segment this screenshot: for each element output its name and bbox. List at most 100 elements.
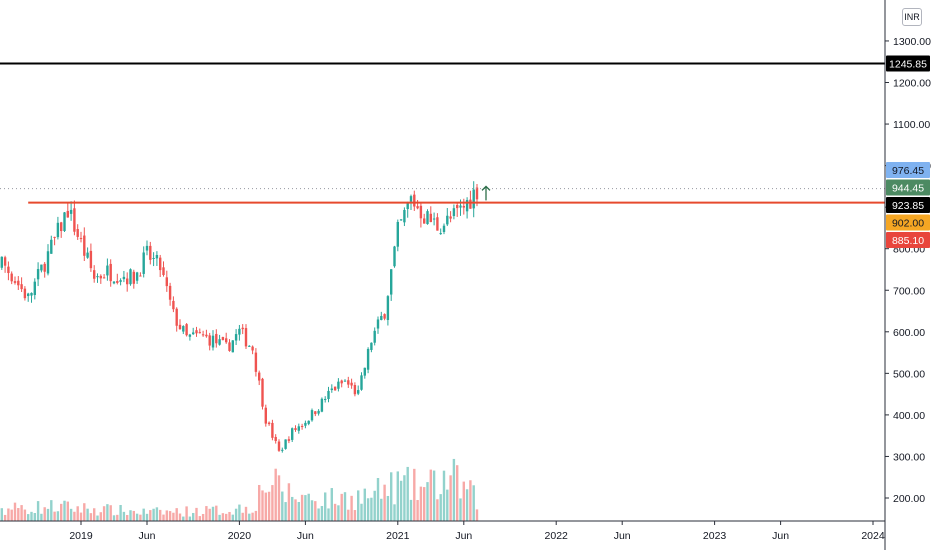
volume-bar bbox=[142, 508, 145, 521]
volume-bars bbox=[0, 458, 479, 521]
price-label-text: 944.45 bbox=[892, 183, 924, 195]
volume-bar bbox=[261, 490, 264, 521]
candle-body bbox=[211, 335, 215, 348]
time-tick-label: Jun bbox=[614, 530, 631, 542]
currency-badge[interactable]: INR bbox=[902, 8, 922, 26]
candle-body bbox=[281, 449, 284, 451]
volume-bar bbox=[234, 508, 238, 521]
time-tick-label: Jun bbox=[772, 530, 789, 542]
time-axis[interactable]: 2019 Jun 2020 Jun 2021 Jun 2022 Jun 2023 Jun 2024 bbox=[69, 521, 885, 542]
volume-bar bbox=[409, 499, 413, 521]
volume-bar bbox=[172, 512, 175, 521]
candle-body bbox=[116, 281, 119, 283]
candle-body bbox=[69, 209, 73, 214]
volume-bar bbox=[66, 501, 69, 521]
candle-body bbox=[340, 380, 343, 384]
candle-body bbox=[139, 275, 142, 277]
volume-bar bbox=[221, 513, 225, 521]
candle-body bbox=[363, 367, 366, 376]
candle-body bbox=[390, 269, 393, 295]
candle-body bbox=[475, 187, 479, 200]
volume-bar bbox=[307, 493, 310, 521]
time-tick-label: 2023 bbox=[703, 530, 727, 542]
candle-body bbox=[261, 378, 264, 407]
volume-bar bbox=[350, 495, 353, 521]
volume-bar bbox=[264, 492, 267, 521]
candle-body bbox=[46, 251, 50, 274]
volume-bar bbox=[93, 508, 96, 521]
candle-body bbox=[413, 194, 416, 207]
candle-body bbox=[10, 273, 13, 282]
volume-bar bbox=[3, 514, 7, 521]
candle-body bbox=[126, 278, 129, 285]
volume-bar bbox=[225, 513, 228, 521]
volume-bar bbox=[106, 504, 109, 521]
volume-bar bbox=[116, 514, 119, 521]
candle-body bbox=[409, 196, 413, 202]
price-label-text: 902.00 bbox=[892, 218, 924, 230]
candle-body bbox=[284, 439, 287, 449]
candle-body bbox=[370, 342, 373, 350]
candle-body bbox=[423, 218, 426, 224]
candle-body bbox=[218, 339, 221, 345]
volume-bar bbox=[320, 506, 324, 521]
candle-body bbox=[201, 334, 205, 336]
candle-body bbox=[277, 441, 281, 451]
candle-body bbox=[60, 222, 63, 232]
candle-body bbox=[162, 267, 165, 276]
candle-body bbox=[225, 338, 228, 343]
volume-bar bbox=[403, 475, 406, 521]
candle-body bbox=[152, 257, 155, 260]
candle-body bbox=[271, 422, 274, 438]
volume-bar bbox=[228, 511, 231, 521]
candle-body bbox=[93, 270, 96, 279]
volume-bar bbox=[327, 508, 330, 521]
volume-bar bbox=[396, 471, 399, 521]
volume-bar bbox=[119, 504, 122, 521]
volume-bar bbox=[60, 503, 63, 521]
volume-bar bbox=[83, 503, 86, 521]
volume-bar bbox=[294, 499, 297, 521]
candle-body bbox=[188, 334, 192, 337]
volume-bar bbox=[162, 514, 165, 521]
volume-bar bbox=[99, 512, 102, 521]
volume-bar bbox=[145, 513, 149, 521]
volume-bar bbox=[446, 489, 449, 521]
volume-bar bbox=[17, 508, 20, 521]
volume-bar bbox=[205, 506, 208, 521]
volume-bar bbox=[241, 512, 244, 521]
volume-bar bbox=[429, 469, 432, 521]
volume-bar bbox=[36, 501, 40, 521]
volume-bar bbox=[439, 494, 442, 521]
candle-body bbox=[452, 208, 456, 217]
volume-bar bbox=[343, 492, 347, 521]
candle-body bbox=[33, 281, 36, 296]
price-tick-label: 1300.00 bbox=[893, 36, 931, 48]
candle-body bbox=[465, 200, 469, 212]
candle-body bbox=[30, 292, 33, 296]
volume-bar bbox=[426, 482, 429, 521]
price-tick-label: 200.00 bbox=[893, 493, 925, 505]
candle-body bbox=[215, 333, 218, 344]
candle-body bbox=[76, 229, 79, 237]
volume-bar bbox=[129, 510, 132, 521]
volume-bar bbox=[363, 488, 366, 521]
candle-body bbox=[56, 222, 60, 238]
candle-body bbox=[366, 348, 370, 370]
volume-bar bbox=[390, 472, 393, 521]
candle-body bbox=[102, 277, 106, 279]
volume-bar bbox=[185, 506, 188, 521]
candle-body bbox=[221, 337, 225, 341]
volume-bar bbox=[300, 494, 304, 521]
candle-body bbox=[0, 256, 4, 268]
volume-bar bbox=[27, 514, 30, 521]
volume-bar bbox=[218, 514, 221, 521]
volume-bar bbox=[317, 508, 320, 521]
candle-body bbox=[442, 225, 446, 232]
candle-body bbox=[274, 436, 277, 441]
candle-body bbox=[310, 410, 314, 421]
candle-body bbox=[462, 205, 465, 208]
volume-bar bbox=[258, 484, 261, 521]
